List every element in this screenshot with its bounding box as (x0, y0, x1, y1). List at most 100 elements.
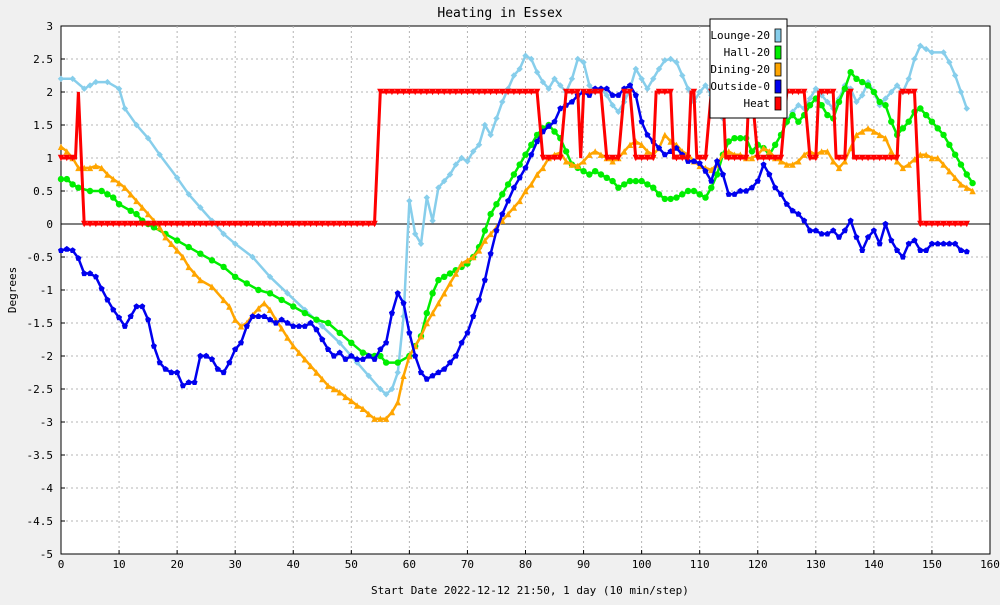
data-point (510, 171, 518, 178)
data-point (655, 191, 663, 198)
data-point (795, 102, 802, 109)
data-point (307, 362, 314, 370)
data-point (104, 296, 111, 303)
data-point (75, 164, 82, 172)
data-point (243, 280, 250, 287)
grid (61, 26, 990, 554)
data-point (226, 359, 233, 366)
data-point (516, 197, 523, 205)
x-tick-label: 100 (632, 558, 652, 571)
data-point (458, 154, 465, 162)
data-point (922, 220, 930, 228)
data-point (696, 160, 703, 166)
data-point (168, 220, 175, 228)
data-point (487, 230, 494, 238)
data-point (864, 125, 872, 132)
data-point (412, 352, 419, 359)
data-point (336, 389, 343, 396)
data-point (394, 399, 401, 406)
data-point (359, 405, 367, 412)
data-point (464, 158, 471, 165)
data-point (580, 168, 587, 175)
data-point (853, 154, 860, 162)
data-point (940, 161, 947, 168)
data-point (917, 105, 924, 112)
data-point (57, 175, 65, 183)
data-point (568, 98, 575, 105)
data-point (406, 329, 413, 336)
data-point (946, 141, 953, 148)
data-point (388, 408, 396, 416)
legend-swatch (774, 96, 782, 111)
data-point (452, 88, 460, 96)
data-point (342, 393, 349, 401)
data-point (963, 220, 970, 228)
data-point (417, 333, 425, 340)
data-point (951, 220, 959, 228)
data-point (568, 161, 576, 168)
data-point (313, 326, 320, 333)
data-point (481, 88, 489, 96)
data-point (934, 240, 941, 247)
data-point (533, 69, 541, 76)
data-point (145, 316, 152, 323)
data-point (197, 204, 204, 211)
data-point (295, 220, 303, 228)
data-point (655, 88, 663, 96)
data-point (261, 313, 268, 319)
data-point (69, 154, 76, 162)
data-point (353, 402, 361, 409)
data-point (330, 385, 338, 393)
data-point (737, 187, 744, 194)
data-point (359, 356, 366, 362)
data-point (179, 253, 187, 261)
y-tick-label: -4 (40, 482, 54, 495)
data-point (150, 220, 158, 228)
data-point (284, 319, 291, 326)
data-point (644, 131, 651, 138)
data-point (69, 75, 76, 82)
data-point (69, 181, 76, 188)
data-point (197, 352, 204, 359)
data-point (545, 85, 552, 92)
data-point (487, 210, 494, 218)
data-point (435, 300, 442, 307)
data-point (963, 184, 970, 191)
data-point (679, 72, 686, 79)
data-point (86, 220, 94, 228)
data-point (876, 98, 883, 106)
data-point (580, 59, 587, 66)
y-tick-label: 0 (46, 218, 53, 231)
data-point (835, 164, 843, 172)
data-point (499, 191, 506, 198)
data-point (917, 42, 924, 49)
data-point (382, 391, 390, 398)
data-point (133, 197, 140, 205)
data-point (481, 237, 489, 244)
data-point (266, 306, 274, 313)
series-outside-0 (58, 82, 970, 389)
x-tick-label: 130 (806, 558, 826, 571)
data-point (853, 75, 860, 83)
y-tick-label: -5 (40, 548, 53, 561)
x-tick-label: 0 (58, 558, 65, 571)
data-point (423, 319, 430, 327)
data-point (789, 207, 796, 214)
data-point (516, 161, 523, 168)
data-point (290, 220, 297, 228)
data-point (481, 227, 489, 234)
data-point (952, 240, 959, 247)
data-point (313, 316, 320, 323)
data-point (429, 372, 436, 379)
data-point (673, 144, 680, 151)
data-point (893, 154, 901, 162)
data-point (58, 247, 64, 253)
data-point (684, 187, 692, 195)
data-point (603, 92, 610, 99)
data-point (110, 194, 117, 201)
x-tick-label: 110 (690, 558, 710, 571)
data-point (197, 276, 204, 284)
data-point (296, 323, 303, 329)
data-point (226, 303, 233, 310)
data-point (795, 88, 802, 96)
